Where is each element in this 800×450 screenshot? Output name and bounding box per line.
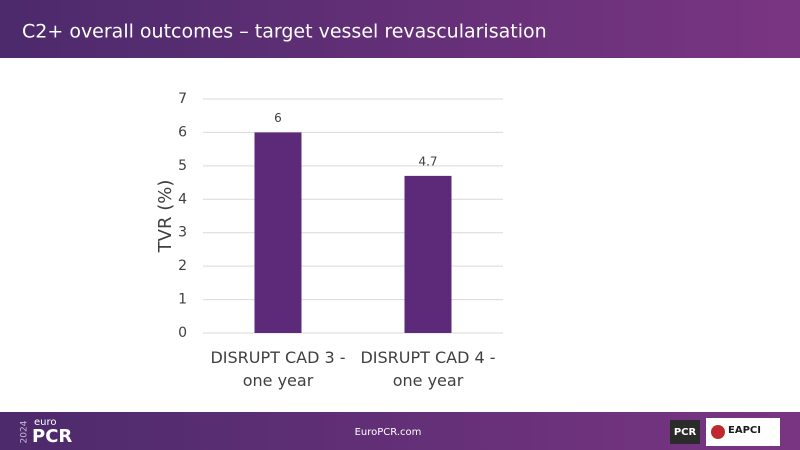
badge-icon: [711, 425, 725, 439]
footer-year: 2024: [20, 420, 30, 443]
footer-url: EuroPCR.com: [355, 427, 422, 438]
data-label: 6: [274, 111, 282, 125]
logo-main: PCR: [32, 426, 72, 447]
y-tick-label: 2: [178, 258, 187, 274]
bar: [254, 132, 302, 333]
x-tick-label: DISRUPT CAD 4 - one year: [360, 348, 496, 390]
y-tick-label: 3: [178, 225, 187, 241]
x-tick-label: DISRUPT CAD 3 - one year: [210, 348, 346, 390]
y-tick-label: 5: [178, 158, 187, 174]
data-label: 4.7: [418, 154, 437, 168]
badge-box: [670, 420, 700, 444]
logo-top: euro: [34, 417, 57, 428]
y-axis-title: TVR (%): [155, 180, 176, 254]
bar: [404, 175, 452, 333]
badge-1: PCR: [674, 427, 697, 438]
y-tick-label: 4: [178, 191, 187, 207]
header-bar: [0, 0, 800, 58]
y-tick-label: 0: [178, 325, 187, 341]
footer-bar: [0, 412, 800, 450]
badge-2: EAPCI: [728, 425, 761, 436]
chart-title: C2+ overall outcomes – target vessel rev…: [22, 21, 547, 43]
y-tick-label: 6: [178, 124, 187, 140]
y-tick-label: 1: [178, 292, 187, 308]
y-tick-label: 7: [178, 91, 187, 107]
